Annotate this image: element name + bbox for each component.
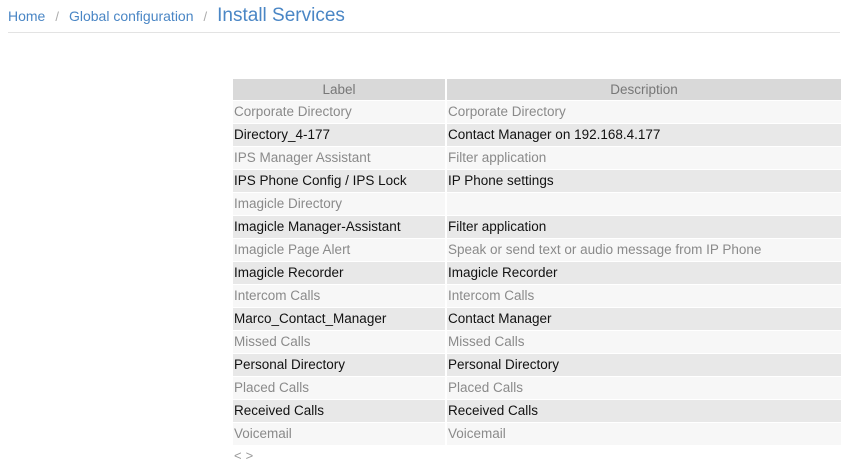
table-row[interactable]: Directory_4-177 Contact Manager on 192.16… [233,123,841,147]
table-row[interactable]: IPS Manager Assistant Filter application [233,146,841,170]
table-row[interactable]: Voicemail Voicemail [233,422,841,445]
cell-label: Voicemail [233,422,447,445]
cell-description: Contact Manager [446,307,841,331]
cell-description: Placed Calls [446,376,841,400]
table-row[interactable]: Intercom Calls Intercom Calls [233,284,841,308]
table-row[interactable]: Imagicle Directory [233,192,841,216]
cell-label: Placed Calls [233,376,447,400]
table-row[interactable]: Marco_Contact_Manager Contact Manager [233,307,841,331]
cell-description: Speak or send text or audio message from… [446,238,841,262]
table-row[interactable]: Imagicle Manager-Assistant Filter applica… [233,215,841,239]
services-panel: Label Description Corporate Directory Cor… [233,79,841,464]
cell-label: Received Calls [233,399,447,423]
cell-description: Missed Calls [446,330,841,354]
cell-description [446,192,841,216]
cell-description: Imagicle Recorder [446,261,841,285]
table-row[interactable]: Corporate Directory Corporate Directory [233,100,841,124]
cell-description: Voicemail [446,422,841,445]
services-table: Label Description Corporate Directory Cor… [233,79,841,445]
cell-label: Corporate Directory [233,100,447,124]
breadcrumb-home[interactable]: Home [8,8,46,24]
table-row[interactable]: Imagicle Page Alert Speak or send text or… [233,238,841,262]
cell-description: Intercom Calls [446,284,841,308]
breadcrumb-separator: / [55,8,59,24]
cell-label: Imagicle Directory [233,192,447,216]
cell-label: Imagicle Manager-Assistant [233,215,447,239]
table-row[interactable]: Imagicle Recorder Imagicle Recorder [233,261,841,285]
next-page-button[interactable]: > [245,448,254,463]
table-row[interactable]: Missed Calls Missed Calls [233,330,841,354]
table-row[interactable]: IPS Phone Config / IPS Lock IP Phone sett… [233,169,841,193]
cell-description: IP Phone settings [446,169,841,193]
cell-label: Imagicle Recorder [233,261,447,285]
cell-label: Imagicle Page Alert [233,238,447,262]
cell-description: Contact Manager on 192.168.4.177 [446,123,841,147]
breadcrumb-global-configuration[interactable]: Global configuration [68,8,194,24]
prev-page-button[interactable]: < [234,448,242,463]
cell-description: Received Calls [446,399,841,423]
cell-label: Personal Directory [233,353,447,377]
column-header-description[interactable]: Description [446,79,841,101]
breadcrumb-separator: / [203,8,208,24]
pager: < > [234,448,841,464]
table-row[interactable]: Received Calls Received Calls [233,399,841,423]
cell-label: Marco_Contact_Manager [233,307,447,331]
table-row[interactable]: Placed Calls Placed Calls [233,376,841,400]
cell-label: Intercom Calls [233,284,447,308]
breadcrumb: Home / Global configuration / Install Se… [8,0,840,33]
cell-label: IPS Phone Config / IPS Lock [233,169,447,193]
cell-description: Corporate Directory [446,100,841,124]
table-row[interactable]: Personal Directory Personal Directory [233,353,841,377]
cell-label: Missed Calls [233,330,447,354]
cell-label: Directory_4-177 [233,123,447,147]
page-title: Install Services [217,5,345,26]
cell-label: IPS Manager Assistant [233,146,447,170]
column-header-label[interactable]: Label [233,79,447,101]
cell-description: Filter application [446,215,841,239]
cell-description: Filter application [446,146,841,170]
cell-description: Personal Directory [446,353,841,377]
